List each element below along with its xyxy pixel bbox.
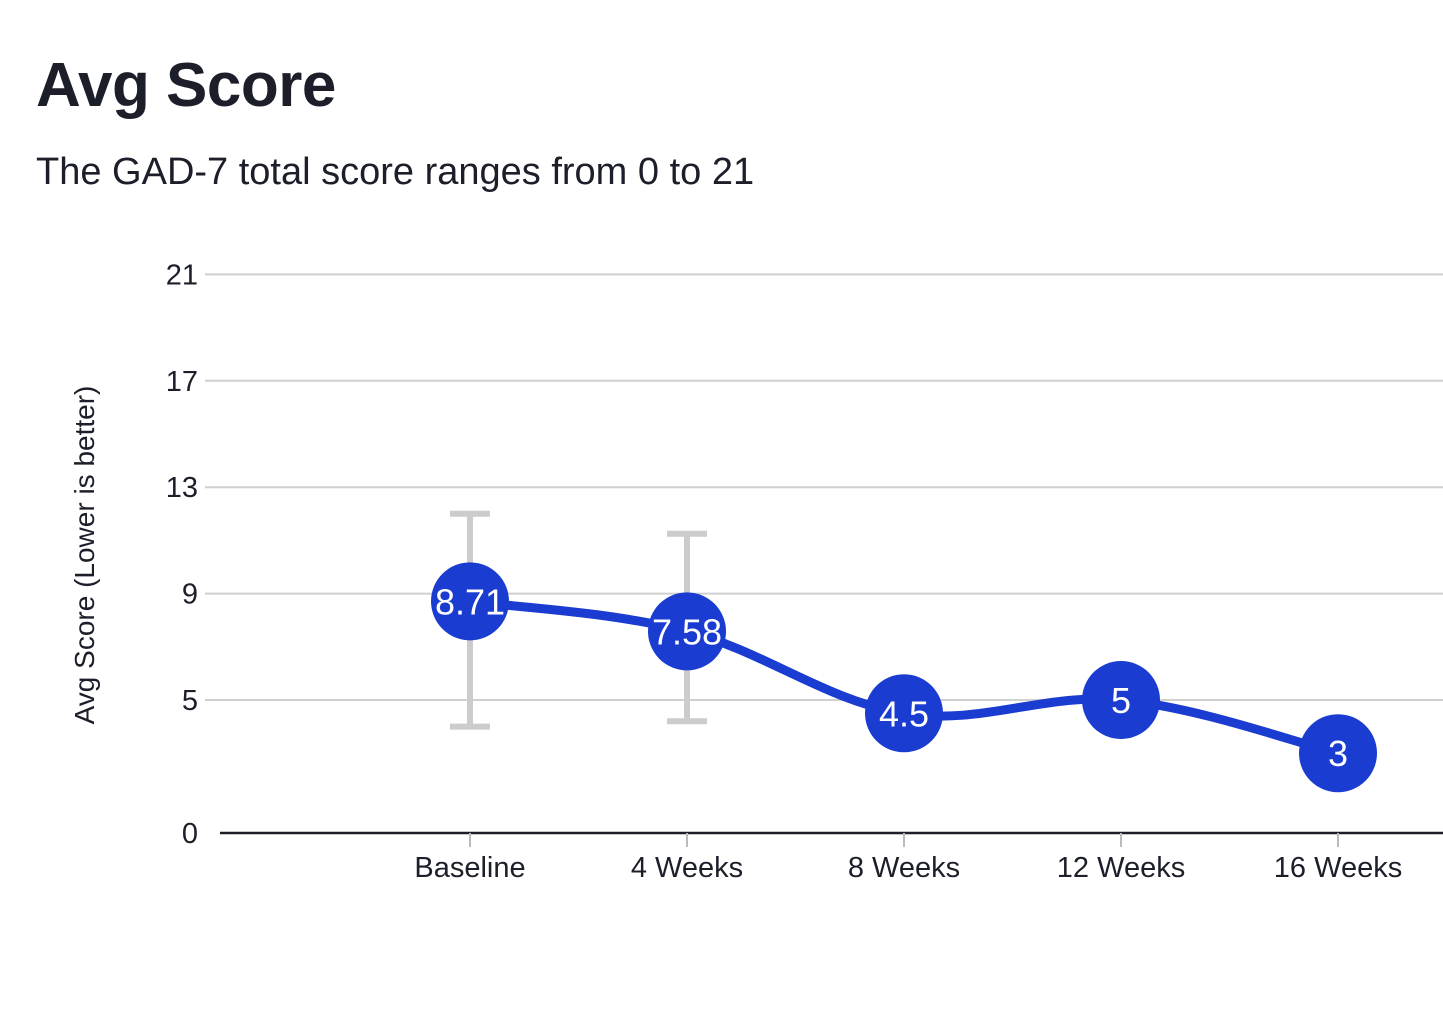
x-axis: Baseline 4 Weeks 8 Weeks 12 Weeks 16 Weeks [220,831,1443,884]
data-point: 4.5 [865,674,943,753]
data-point-marker [648,592,726,671]
y-tick-labels: 0 5 9 13 17 21 [166,259,198,850]
data-label: 3 [1328,733,1348,774]
data-point: 3 [1299,714,1377,793]
data-point-marker [865,674,943,753]
y-tick-label: 5 [182,685,198,717]
data-label: 7.58 [652,611,722,652]
chart-subtitle: The GAD-7 total score ranges from 0 to 2… [36,151,755,193]
chart-title: Avg Score [36,51,336,120]
grid-lines [205,273,1443,701]
data-point-marker [1082,661,1160,739]
data-label: 4.5 [879,693,929,734]
x-tick-label: 8 Weeks [848,852,960,884]
y-tick-label: 21 [166,259,198,291]
x-tick-label: 12 Weeks [1057,852,1185,884]
data-point: 8.71 [431,562,509,641]
y-axis-title: Avg Score (Lower is better) [69,386,100,725]
y-tick-label: 17 [166,366,198,398]
x-tick-label: Baseline [414,852,525,884]
data-point-marker [431,562,509,641]
y-tick-label: 13 [166,472,198,504]
x-tick-label: 4 Weeks [631,852,743,884]
data-label: 5 [1111,680,1131,721]
y-tick-label: 0 [182,818,198,850]
data-point: 5 [1082,661,1160,739]
y-tick-label: 9 [182,579,198,611]
data-point-marker [1299,714,1377,793]
x-tick-label: 16 Weeks [1274,852,1402,884]
data-points: 8.71 7.58 4.5 5 3 [431,562,1377,793]
data-point: 7.58 [648,592,726,671]
data-label: 8.71 [435,581,505,622]
